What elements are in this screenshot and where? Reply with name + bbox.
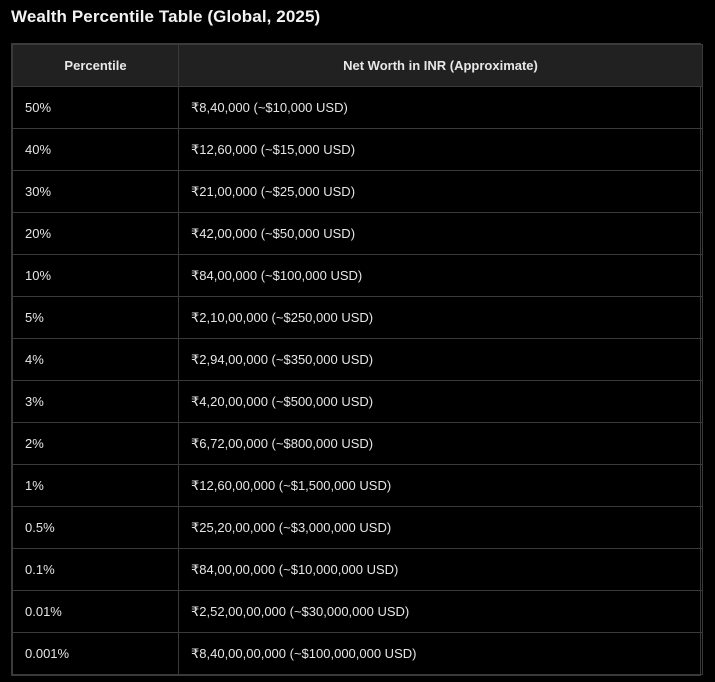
table-row: 0.001% ₹8,40,00,00,000 (~$100,000,000 USD… <box>12 632 703 675</box>
cell-net-worth: ₹2,94,00,000 (~$350,000 USD) <box>178 338 703 381</box>
table-row: 4% ₹2,94,00,000 (~$350,000 USD) <box>12 338 703 381</box>
table-row: 0.5% ₹25,20,00,000 (~$3,000,000 USD) <box>12 506 703 549</box>
cell-percentile: 0.1% <box>12 548 179 591</box>
cell-net-worth: ₹8,40,000 (~$10,000 USD) <box>178 86 703 129</box>
cell-percentile: 40% <box>12 128 179 171</box>
cell-percentile: 1% <box>12 464 179 507</box>
table-row: 2% ₹6,72,00,000 (~$800,000 USD) <box>12 422 703 465</box>
cell-percentile: 2% <box>12 422 179 465</box>
cell-percentile: 30% <box>12 170 179 213</box>
table-row: 50% ₹8,40,000 (~$10,000 USD) <box>12 86 703 129</box>
table-row: 40% ₹12,60,000 (~$15,000 USD) <box>12 128 703 171</box>
cell-net-worth: ₹2,52,00,00,000 (~$30,000,000 USD) <box>178 590 703 633</box>
table-row: 3% ₹4,20,00,000 (~$500,000 USD) <box>12 380 703 423</box>
cell-net-worth: ₹12,60,000 (~$15,000 USD) <box>178 128 703 171</box>
cell-percentile: 0.01% <box>12 590 179 633</box>
cell-net-worth: ₹4,20,00,000 (~$500,000 USD) <box>178 380 703 423</box>
cell-net-worth: ₹8,40,00,00,000 (~$100,000,000 USD) <box>178 632 703 675</box>
table-header-row: Percentile Net Worth in INR (Approximate… <box>12 44 703 87</box>
cell-net-worth: ₹2,10,00,000 (~$250,000 USD) <box>178 296 703 339</box>
table-row: 30% ₹21,00,000 (~$25,000 USD) <box>12 170 703 213</box>
cell-net-worth: ₹21,00,000 (~$25,000 USD) <box>178 170 703 213</box>
cell-percentile: 3% <box>12 380 179 423</box>
table-row: 20% ₹42,00,000 (~$50,000 USD) <box>12 212 703 255</box>
page-title: Wealth Percentile Table (Global, 2025) <box>11 7 321 26</box>
cell-net-worth: ₹6,72,00,000 (~$800,000 USD) <box>178 422 703 465</box>
cell-net-worth: ₹84,00,000 (~$100,000 USD) <box>178 254 703 297</box>
header-percentile: Percentile <box>12 44 179 87</box>
table-row: 10% ₹84,00,000 (~$100,000 USD) <box>12 254 703 297</box>
cell-percentile: 5% <box>12 296 179 339</box>
cell-net-worth: ₹25,20,00,000 (~$3,000,000 USD) <box>178 506 703 549</box>
header-net-worth: Net Worth in INR (Approximate) <box>178 44 703 87</box>
table-body: 50% ₹8,40,000 (~$10,000 USD) 40% ₹12,60,000… <box>12 86 703 675</box>
cell-percentile: 10% <box>12 254 179 297</box>
table-row: 0.1% ₹84,00,00,000 (~$10,000,000 USD) <box>12 548 703 591</box>
cell-percentile: 50% <box>12 86 179 129</box>
table-row: 1% ₹12,60,00,000 (~$1,500,000 USD) <box>12 464 703 507</box>
cell-net-worth: ₹12,60,00,000 (~$1,500,000 USD) <box>178 464 703 507</box>
cell-net-worth: ₹42,00,000 (~$50,000 USD) <box>178 212 703 255</box>
table-row: 0.01% ₹2,52,00,00,000 (~$30,000,000 USD) <box>12 590 703 633</box>
cell-net-worth: ₹84,00,00,000 (~$10,000,000 USD) <box>178 548 703 591</box>
table-row: 5% ₹2,10,00,000 (~$250,000 USD) <box>12 296 703 339</box>
cell-percentile: 4% <box>12 338 179 381</box>
cell-percentile: 0.5% <box>12 506 179 549</box>
wealth-table-container: Percentile Net Worth in INR (Approximate… <box>11 43 703 676</box>
cell-percentile: 0.001% <box>12 632 179 675</box>
wealth-percentile-table: Percentile Net Worth in INR (Approximate… <box>12 44 703 675</box>
cell-percentile: 20% <box>12 212 179 255</box>
